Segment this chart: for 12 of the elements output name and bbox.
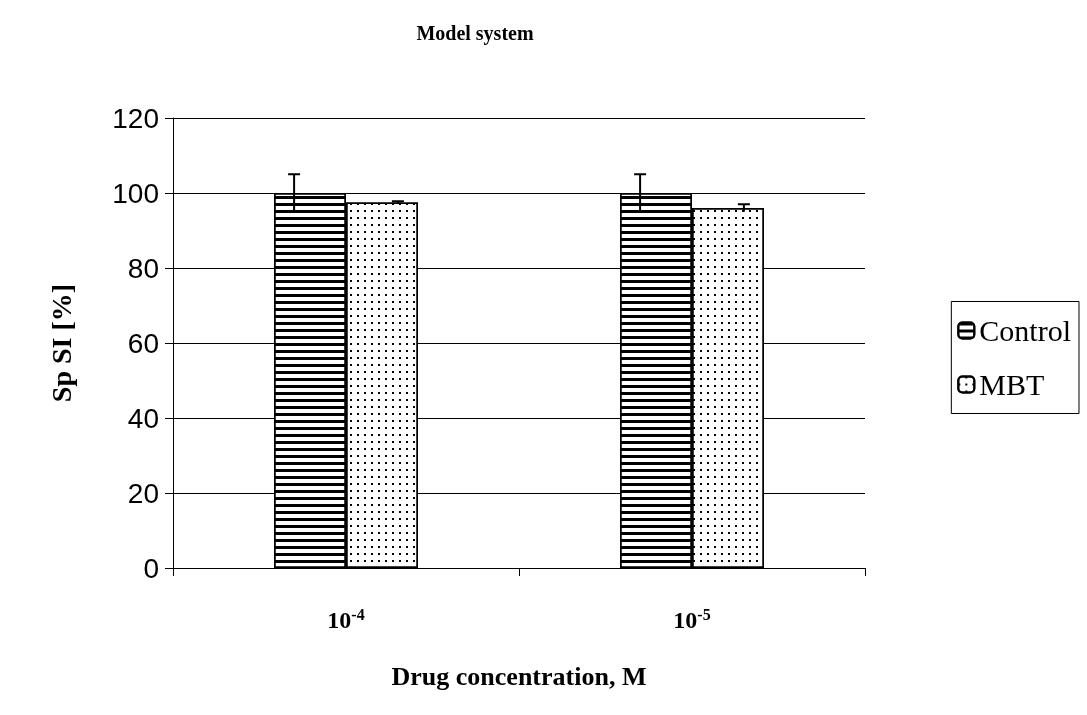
y-tick-label: 120 [112,102,159,134]
y-tick-label: 100 [112,177,159,209]
x-axis-title: Drug concentration, M [391,661,647,691]
y-tick-label: 40 [127,402,159,434]
y-tick-label: 80 [127,252,159,284]
y-tick-label: 60 [127,327,159,359]
legend-label: Control [979,314,1071,347]
legend-label: MBT [979,368,1045,401]
y-tick-label: 20 [127,477,159,509]
y-axis-title: Sp SI [%] [45,283,77,403]
y-tick-label: 0 [143,552,159,584]
chart-title: Model system [416,22,534,45]
